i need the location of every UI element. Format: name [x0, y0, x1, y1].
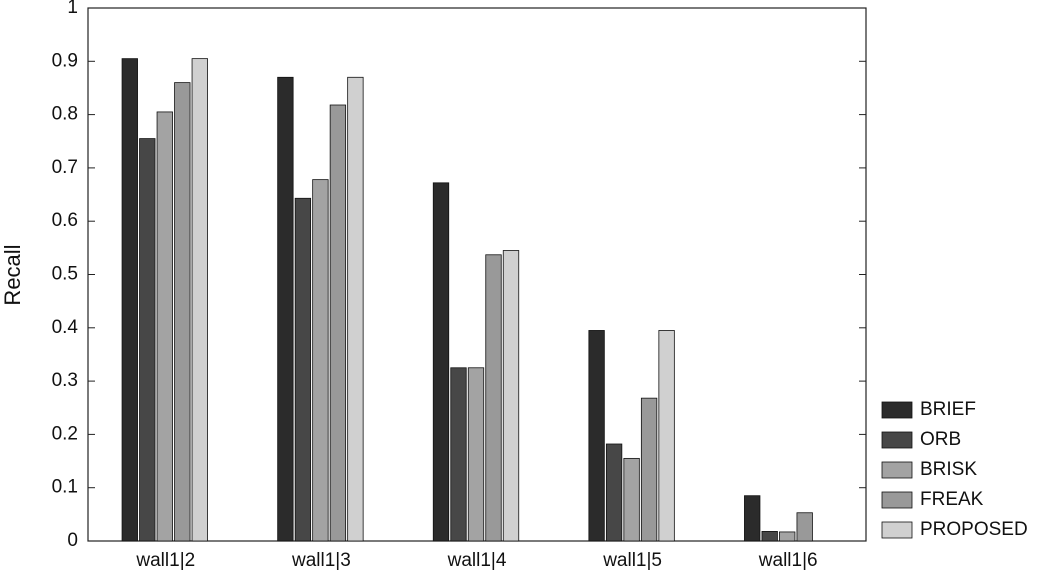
bar	[174, 82, 191, 542]
bar	[640, 397, 658, 542]
y-tick-label: 0.1	[52, 477, 78, 498]
bar	[502, 250, 520, 542]
legend-swatch	[881, 461, 913, 479]
x-tick-label: wall1|6	[758, 550, 818, 571]
bar	[450, 367, 467, 542]
y-tick-label: 1	[67, 0, 78, 18]
bar	[588, 330, 605, 542]
bar	[139, 138, 156, 542]
legend-label: BRIEF	[920, 399, 976, 420]
x-tick-label: wall1|5	[602, 550, 662, 571]
legend-swatch	[881, 521, 913, 539]
x-tick-label: wall1|4	[447, 550, 507, 571]
bar	[312, 179, 329, 542]
bar	[796, 512, 813, 542]
legend-swatch	[881, 431, 913, 449]
y-tick-label: 0.3	[52, 370, 78, 391]
bar	[761, 531, 778, 542]
bar	[744, 495, 761, 542]
bar	[277, 76, 294, 542]
bar	[605, 443, 623, 542]
y-tick-label: 0.4	[52, 317, 79, 338]
legend-swatch	[881, 401, 913, 419]
bar	[658, 330, 675, 542]
bar	[432, 182, 450, 542]
bar	[347, 76, 364, 542]
x-tick-label: wall1|2	[135, 550, 195, 571]
legend-label: FREAK	[920, 489, 984, 510]
bar	[329, 104, 347, 542]
legend-label: PROPOSED	[920, 519, 1028, 540]
y-tick-label: 0.9	[52, 50, 78, 71]
legend-label: BRISK	[920, 459, 977, 480]
legend-swatch	[881, 491, 913, 509]
x-tick-label: wall1|3	[291, 550, 351, 571]
y-tick-label: 0	[67, 530, 78, 551]
bar	[467, 367, 485, 542]
y-tick-label: 0.5	[52, 264, 78, 285]
bar	[191, 58, 208, 542]
bar	[121, 58, 138, 542]
bar	[294, 197, 312, 542]
y-tick-label: 0.6	[52, 210, 78, 231]
bar	[623, 457, 640, 542]
bar	[779, 531, 796, 542]
y-tick-label: 0.7	[52, 157, 78, 178]
y-tick-label: 0.8	[52, 104, 78, 125]
y-axis-label: Recall	[0, 244, 25, 305]
legend-label: ORB	[920, 429, 961, 450]
bar	[485, 254, 502, 542]
bar	[156, 111, 173, 542]
y-tick-label: 0.2	[52, 423, 78, 444]
